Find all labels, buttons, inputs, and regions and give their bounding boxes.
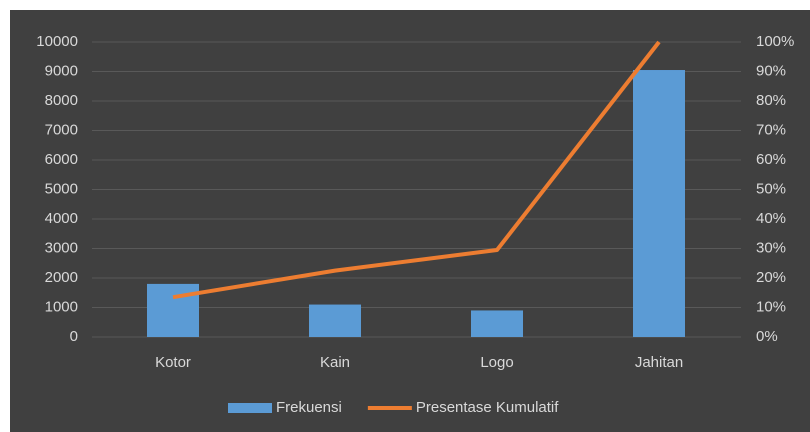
x-tick-label: Jahitan bbox=[635, 354, 683, 371]
bar bbox=[633, 70, 685, 338]
y2-tick-label: 60% bbox=[756, 151, 786, 168]
y-tick-label: 6000 bbox=[45, 151, 78, 168]
bar bbox=[147, 283, 199, 337]
y-tick-label: 2000 bbox=[45, 269, 78, 286]
y2-tick-label: 80% bbox=[756, 92, 786, 109]
bar bbox=[471, 310, 523, 337]
y-tick-label: 3000 bbox=[45, 239, 78, 256]
y2-tick-label: 30% bbox=[756, 239, 786, 256]
y2-tick-label: 50% bbox=[756, 180, 786, 197]
y-tick-label: 4000 bbox=[45, 210, 78, 227]
legend-label: Presentase Kumulatif bbox=[416, 399, 559, 416]
x-tick-label: Kain bbox=[320, 354, 350, 371]
y-tick-label: 10000 bbox=[36, 33, 78, 50]
y2-tick-label: 100% bbox=[756, 33, 794, 50]
y-tick-label: 7000 bbox=[45, 121, 78, 138]
line bbox=[172, 40, 661, 300]
x-tick-label: Logo bbox=[480, 354, 513, 371]
y2-tick-label: 40% bbox=[756, 210, 786, 227]
y-tick-label: 8000 bbox=[45, 92, 78, 109]
y-tick-label: 0 bbox=[70, 328, 78, 345]
chart-background bbox=[10, 10, 810, 432]
bar bbox=[309, 304, 361, 337]
y2-tick-label: 90% bbox=[756, 62, 786, 79]
legend-swatch bbox=[228, 403, 272, 413]
y2-tick-label: 0% bbox=[756, 328, 778, 345]
y2-tick-label: 10% bbox=[756, 298, 786, 315]
y-tick-label: 9000 bbox=[45, 62, 78, 79]
y-tick-label: 5000 bbox=[45, 180, 78, 197]
y-tick-label: 1000 bbox=[45, 298, 78, 315]
x-tick-label: Kotor bbox=[155, 354, 191, 371]
legend-label: Frekuensi bbox=[276, 399, 342, 416]
y2-tick-label: 20% bbox=[756, 269, 786, 286]
y2-tick-label: 70% bbox=[756, 121, 786, 138]
